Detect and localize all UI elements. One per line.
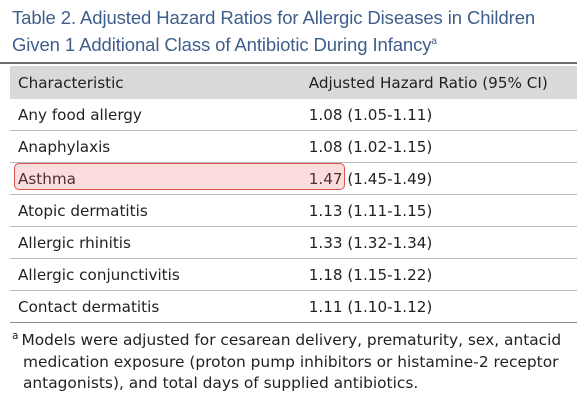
row-characteristic: Any food allergy (10, 99, 301, 131)
confidence-interval: (1.02-1.15) (347, 137, 433, 156)
footnote-marker: a (12, 329, 19, 342)
hazard-ratio-value: 1.11 (308, 297, 343, 316)
row-hazard-ratio: 1.13 (1.11-1.15) (300, 194, 577, 227)
footnote-line-2: medication exposure (proton pump inhibit… (23, 352, 559, 371)
row-characteristic: Atopic dermatitis (10, 194, 301, 227)
confidence-interval: (1.45-1.49) (347, 169, 433, 188)
hazard-ratio-value: 1.33 (308, 233, 343, 252)
row-hazard-ratio: 1.08 (1.05-1.11) (300, 99, 577, 131)
footnote-line-1: Models were adjusted for cesarean delive… (21, 331, 562, 349)
row-hazard-ratio: 1.11 (1.10-1.12) (300, 290, 577, 323)
row-hazard-ratio: 1.08 (1.02-1.15) (300, 130, 577, 163)
table-row: Anaphylaxis 1.08 (1.02-1.15) (10, 130, 577, 163)
hazard-ratio-table: Characteristic Adjusted Hazard Ratio (95… (10, 66, 577, 323)
row-characteristic: Asthma (10, 162, 301, 195)
header-characteristic: Characteristic (10, 66, 301, 99)
hazard-ratio-value: 1.13 (308, 201, 343, 220)
row-hazard-ratio: 1.33 (1.32-1.34) (300, 226, 577, 259)
hazard-ratio-value: 1.47 (308, 169, 343, 188)
table-row: Any food allergy 1.08 (1.05-1.11) (10, 99, 577, 131)
row-hazard-ratio: 1.18 (1.15-1.22) (300, 258, 577, 291)
hazard-ratio-value: 1.18 (308, 265, 343, 284)
confidence-interval: (1.10-1.12) (347, 297, 433, 316)
row-hazard-ratio: 1.47 (1.45-1.49) (300, 162, 577, 195)
table-row: Allergic conjunctivitis 1.18 (1.15-1.22) (10, 258, 577, 291)
confidence-interval: (1.15-1.22) (347, 265, 433, 284)
footnote-line-3: antagonists), and total days of supplied… (23, 374, 419, 392)
row-characteristic: Anaphylaxis (10, 130, 301, 163)
hazard-ratio-value: 1.08 (308, 137, 343, 156)
row-characteristic: Allergic conjunctivitis (10, 258, 301, 291)
hazard-ratio-value: 1.08 (308, 105, 343, 124)
confidence-interval: (1.32-1.34) (347, 233, 433, 252)
confidence-interval: (1.05-1.11) (347, 105, 433, 124)
table-row-highlighted: Asthma 1.47 (1.45-1.49) (10, 162, 577, 195)
table-row: Allergic rhinitis 1.33 (1.32-1.34) (10, 226, 577, 259)
row-characteristic: Contact dermatitis (10, 290, 301, 323)
title-footnote-marker: a (431, 35, 437, 47)
table-row: Atopic dermatitis 1.13 (1.11-1.15) (10, 194, 577, 227)
table-title: Table 2. Adjusted Hazard Ratios for Alle… (12, 4, 572, 58)
table-row: Contact dermatitis 1.11 (1.10-1.12) (10, 290, 577, 323)
table-title-text: Table 2. Adjusted Hazard Ratios for Alle… (12, 7, 536, 55)
confidence-interval: (1.11-1.15) (347, 201, 433, 220)
table-header-row: Characteristic Adjusted Hazard Ratio (95… (10, 66, 577, 99)
table-footnote: a Models were adjusted for cesarean deliv… (12, 330, 567, 395)
row-characteristic: Allergic rhinitis (10, 226, 301, 259)
header-hazard-ratio: Adjusted Hazard Ratio (95% CI) (300, 66, 577, 99)
table-top-rule (0, 62, 577, 64)
